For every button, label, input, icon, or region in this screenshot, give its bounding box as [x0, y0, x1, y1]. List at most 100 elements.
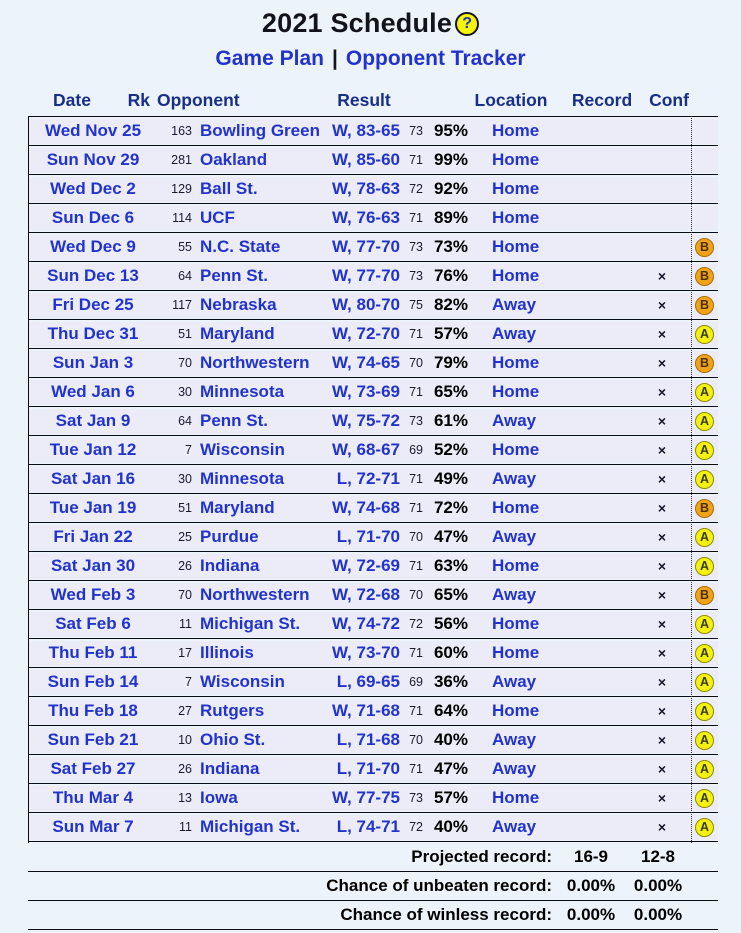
- row-divider: [28, 406, 718, 407]
- game-result-link[interactable]: W, 74-68: [331, 498, 400, 517]
- game-row: Thu Feb 11 17 Illinois W, 73-70 71 60% H…: [28, 640, 718, 666]
- game-result-link[interactable]: L, 71-70: [336, 759, 400, 778]
- opponent-link[interactable]: Wisconsin: [200, 440, 285, 459]
- game-result-link[interactable]: L, 74-71: [336, 817, 400, 836]
- schedule-table: Wed Nov 25 163 Bowling Green W, 83-65 73…: [28, 116, 718, 842]
- grade-cell: A: [691, 759, 718, 779]
- opponent-link[interactable]: Purdue: [200, 527, 259, 546]
- game-result-link[interactable]: W, 73-69: [331, 382, 400, 401]
- game-row: Thu Mar 4 13 Iowa W, 77-75 73 57% Home ×…: [28, 785, 718, 811]
- game-date: Thu Mar 4: [52, 788, 134, 807]
- opponent-link[interactable]: Michigan St.: [200, 817, 301, 836]
- conf-game-mark: ×: [657, 297, 667, 313]
- game-grade-badge: A: [695, 556, 714, 576]
- game-date: Sun Dec 6: [51, 208, 135, 227]
- opponent-link[interactable]: Maryland: [200, 498, 275, 517]
- row-divider: [28, 319, 718, 320]
- game-result-link[interactable]: L, 71-68: [336, 730, 400, 749]
- footer-divider: [28, 871, 718, 872]
- game-result-link[interactable]: W, 74-65: [331, 353, 400, 372]
- opponent-link[interactable]: Northwestern: [200, 585, 310, 604]
- game-date: Tue Jan 12: [49, 440, 137, 459]
- game-result-link[interactable]: W, 85-60: [331, 150, 400, 169]
- game-tempo: 71: [409, 153, 423, 167]
- game-location: Home: [492, 788, 540, 807]
- opponent-link[interactable]: Nebraska: [200, 295, 277, 314]
- opponent-link[interactable]: Ohio St.: [200, 730, 266, 749]
- opponent-link[interactable]: Bowling Green: [200, 121, 320, 140]
- opponent-link[interactable]: Penn St.: [200, 266, 269, 285]
- game-result-link[interactable]: W, 72-68: [331, 585, 400, 604]
- game-result-link[interactable]: W, 78-63: [331, 179, 400, 198]
- game-tempo: 71: [409, 211, 423, 225]
- win-probability: 57%: [433, 788, 468, 807]
- opponent-link[interactable]: Michigan St.: [200, 614, 301, 633]
- game-result-link[interactable]: W, 80-70: [331, 295, 400, 314]
- subnav-divider: |: [331, 47, 338, 70]
- win-probability: 76%: [433, 266, 468, 285]
- opponent-link[interactable]: Indiana: [200, 556, 260, 575]
- grade-cell: B: [691, 585, 718, 605]
- game-date: Sun Jan 3: [52, 353, 134, 372]
- opponent-link[interactable]: Oakland: [200, 150, 268, 169]
- opponent-link[interactable]: Iowa: [200, 788, 238, 807]
- game-grade-badge: B: [695, 498, 714, 518]
- opponent-rank: 25: [178, 530, 192, 544]
- opponent-link[interactable]: Wisconsin: [200, 672, 285, 691]
- win-probability: 47%: [433, 759, 468, 778]
- game-result-link[interactable]: W, 72-69: [331, 556, 400, 575]
- game-date: Thu Feb 11: [48, 643, 138, 662]
- win-probability: 99%: [433, 150, 468, 169]
- win-probability: 65%: [433, 382, 468, 401]
- game-result-link[interactable]: L, 69-65: [336, 672, 400, 691]
- game-result-link[interactable]: L, 71-70: [336, 527, 400, 546]
- opponent-link[interactable]: Ball St.: [200, 179, 258, 198]
- opponent-link[interactable]: Illinois: [200, 643, 254, 662]
- game-result-link[interactable]: W, 75-72: [331, 411, 400, 430]
- opponent-rank: 10: [178, 733, 192, 747]
- game-result-link[interactable]: W, 77-75: [331, 788, 400, 807]
- game-row: Sat Feb 27 26 Indiana L, 71-70 71 47% Aw…: [28, 756, 718, 782]
- game-tempo: 70: [409, 588, 423, 602]
- unbeaten-chance-row: Chance of unbeaten record: 0.00% 0.00%: [28, 872, 718, 900]
- game-result-link[interactable]: W, 77-70: [331, 266, 400, 285]
- game-location: Away: [492, 295, 537, 314]
- opponent-tracker-link[interactable]: Opponent Tracker: [345, 47, 526, 70]
- game-result-link[interactable]: W, 71-68: [331, 701, 400, 720]
- unbeaten-conf-chance-value: 0.00%: [633, 876, 683, 895]
- game-result-link[interactable]: W, 76-63: [331, 208, 400, 227]
- opponent-link[interactable]: UCF: [200, 208, 235, 227]
- win-probability: 49%: [433, 469, 468, 488]
- game-tempo: 73: [409, 414, 423, 428]
- game-result-link[interactable]: W, 83-65: [331, 121, 400, 140]
- opponent-link[interactable]: Minnesota: [200, 382, 285, 401]
- game-result-link[interactable]: W, 74-72: [331, 614, 400, 633]
- opponent-link[interactable]: Maryland: [200, 324, 275, 343]
- opponent-link[interactable]: Penn St.: [200, 411, 269, 430]
- conf-game-mark: ×: [657, 761, 667, 777]
- page-title-bar: 2021 Schedule ?: [0, 8, 741, 39]
- opponent-link[interactable]: Northwestern: [200, 353, 310, 372]
- opponent-link[interactable]: Indiana: [200, 759, 260, 778]
- game-grade-badge: A: [695, 759, 714, 779]
- game-result-link[interactable]: L, 72-71: [336, 469, 400, 488]
- game-date: Sun Mar 7: [52, 817, 134, 836]
- game-result-link[interactable]: W, 77-70: [331, 237, 400, 256]
- game-result-link[interactable]: W, 72-70: [331, 324, 400, 343]
- help-icon[interactable]: ?: [455, 11, 480, 36]
- game-tempo: 69: [409, 443, 423, 457]
- opponent-link[interactable]: Minnesota: [200, 469, 285, 488]
- game-row: Sun Dec 6 114 UCF W, 76-63 71 89% Home: [28, 205, 718, 231]
- game-date: Thu Feb 18: [48, 701, 138, 720]
- win-probability: 57%: [433, 324, 468, 343]
- game-result-link[interactable]: W, 73-70: [331, 643, 400, 662]
- game-result-link[interactable]: W, 68-67: [331, 440, 400, 459]
- game-date: Tue Jan 19: [49, 498, 137, 517]
- game-grade-badge: B: [695, 585, 714, 605]
- opponent-rank: 70: [178, 356, 192, 370]
- game-plan-link[interactable]: Game Plan: [215, 47, 324, 70]
- opponent-link[interactable]: Rutgers: [200, 701, 265, 720]
- opponent-rank: 7: [185, 443, 192, 457]
- opponent-link[interactable]: N.C. State: [200, 237, 281, 256]
- game-tempo: 71: [409, 501, 423, 515]
